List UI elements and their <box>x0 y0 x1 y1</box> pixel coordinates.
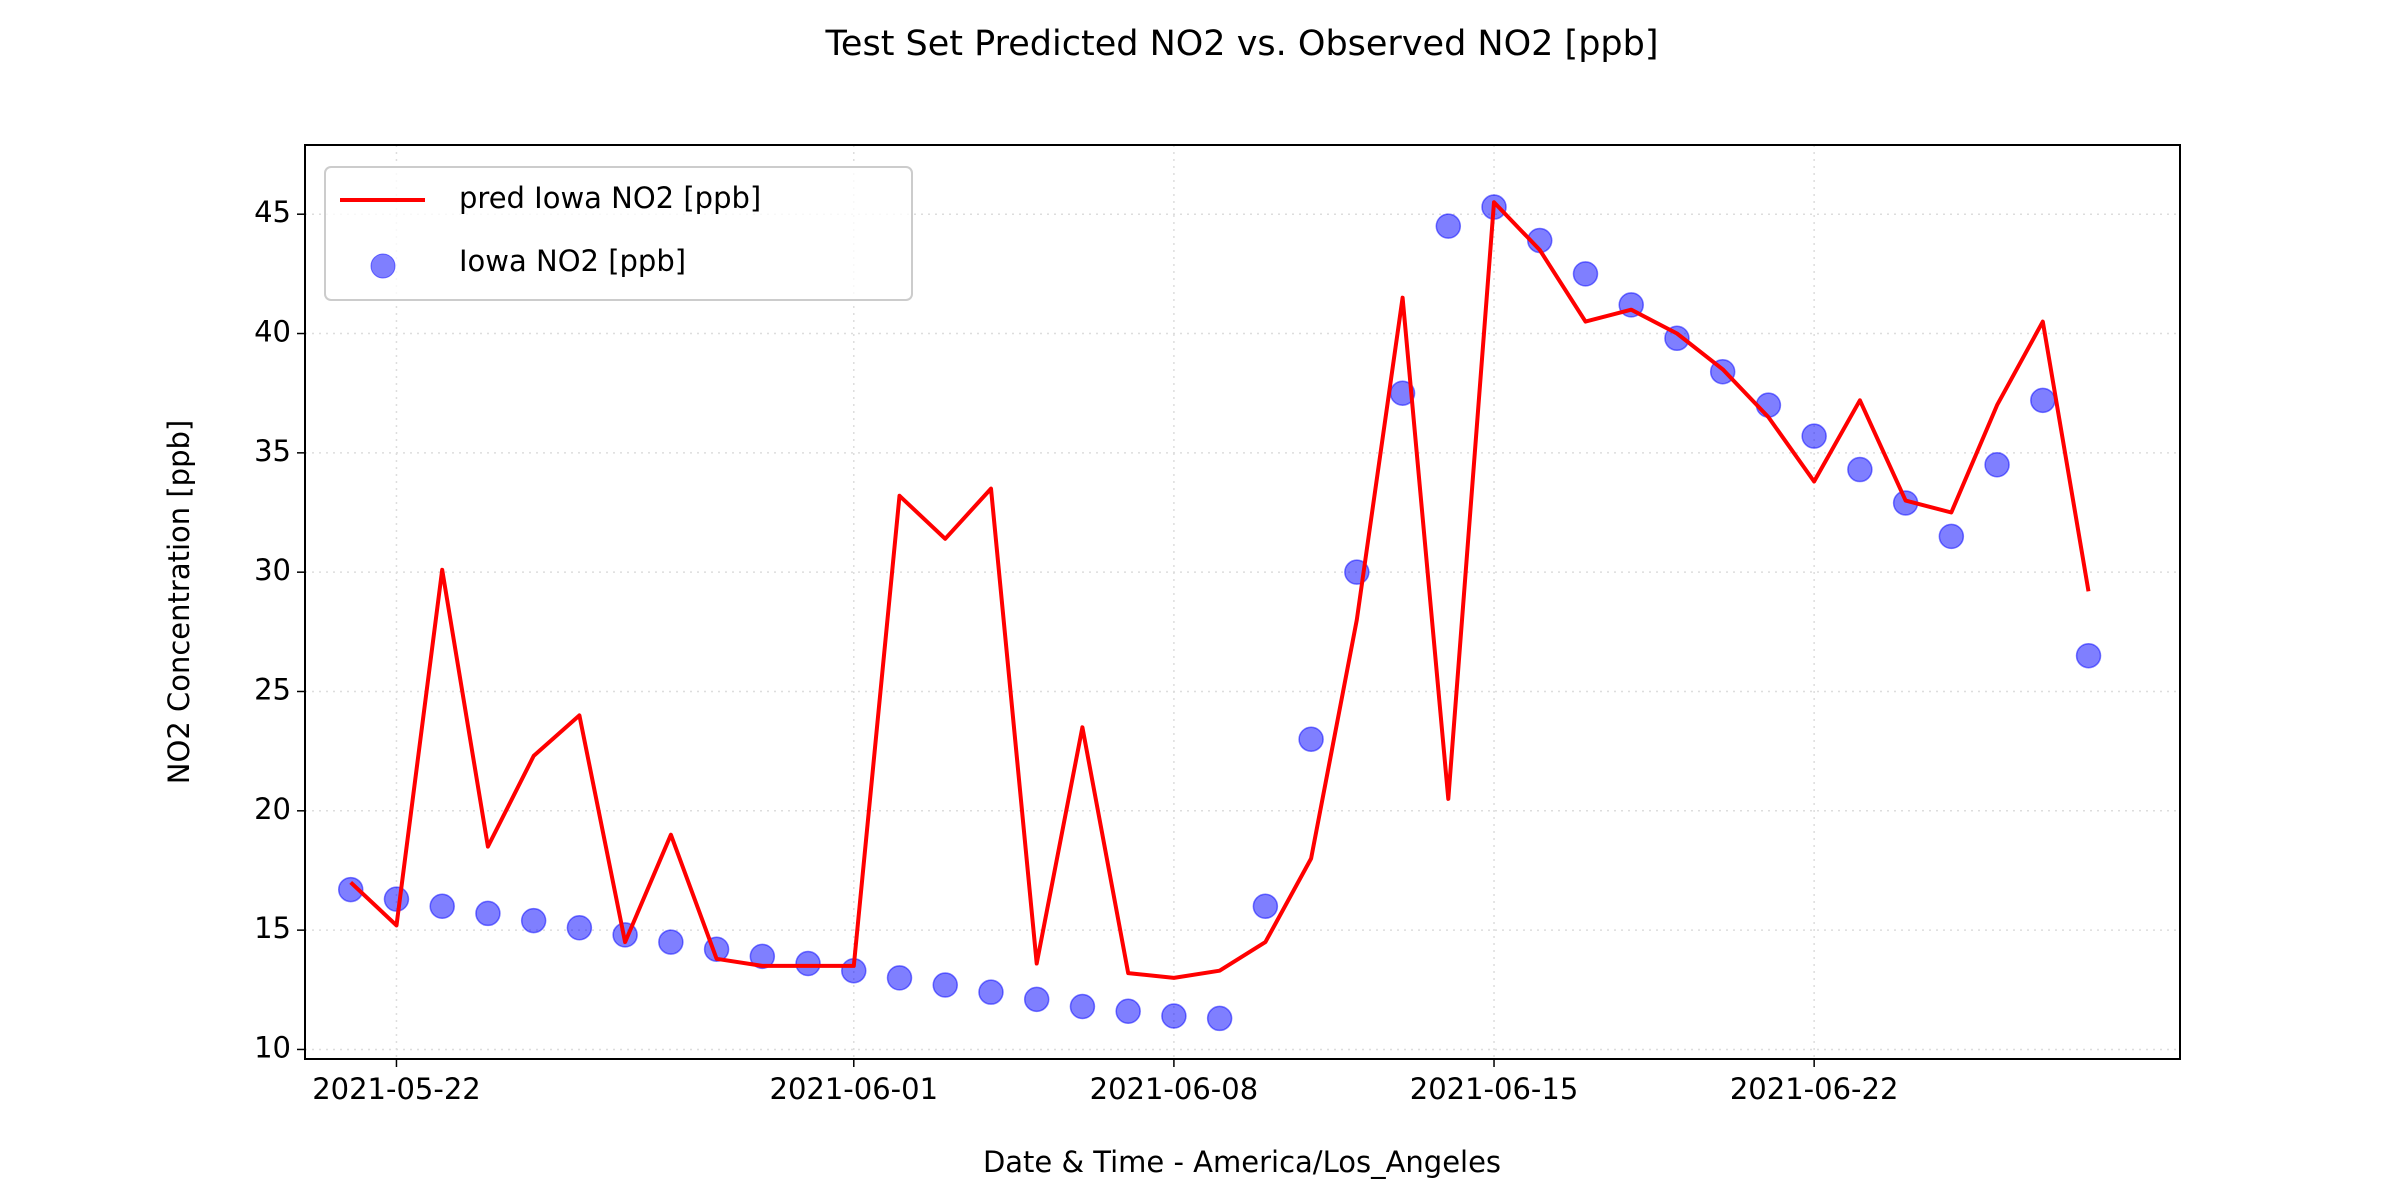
observed-point <box>2030 387 2056 414</box>
legend-label: Iowa NO2 [ppb] <box>459 244 686 278</box>
observed-point <box>932 972 958 998</box>
y-tick-label: 35 <box>254 434 291 468</box>
legend-box <box>324 166 913 301</box>
observed-point <box>1252 893 1279 920</box>
x-tick-label: 2021-06-01 <box>770 1072 939 1106</box>
observed-point <box>658 929 684 955</box>
observed-point <box>1023 986 1050 1013</box>
observed-point <box>337 876 364 903</box>
plot-frame <box>304 144 2181 1060</box>
x-tick-label: 2021-06-08 <box>1090 1072 1259 1106</box>
x-axis-label: Date & Time - America/Los_Angeles <box>983 1145 1501 1179</box>
observed-point <box>1298 726 1324 752</box>
observed-point <box>566 914 593 941</box>
observed-point <box>1206 1005 1233 1032</box>
observed-point <box>383 886 410 912</box>
observed-point <box>749 943 776 970</box>
observed-point <box>886 965 913 991</box>
x-tick-label: 2021-06-22 <box>1730 1072 1899 1106</box>
legend-swatch <box>370 253 396 279</box>
pred-line <box>349 200 2091 980</box>
observed-point <box>520 907 547 934</box>
observed-point <box>429 893 455 920</box>
observed-point <box>978 979 1004 1005</box>
y-axis-label: NO2 Concentration [ppb] <box>162 420 196 784</box>
observed-point <box>1115 998 1141 1025</box>
observed-point <box>1984 452 2010 478</box>
observed-point <box>475 900 501 927</box>
y-tick-label: 30 <box>254 553 291 587</box>
observed-point <box>1755 392 1782 418</box>
y-tick-label: 40 <box>254 315 291 349</box>
observed-point <box>2075 642 2102 669</box>
y-tick-label: 10 <box>254 1030 291 1064</box>
observed-point <box>1161 1003 1187 1029</box>
observed-point <box>1938 523 1965 550</box>
observed-point <box>1435 213 1462 239</box>
observed-point <box>1801 423 1827 449</box>
observed-point <box>1847 456 1873 483</box>
y-tick-label: 20 <box>254 792 291 826</box>
x-tick-label: 2021-06-15 <box>1410 1072 1579 1106</box>
legend-label: pred Iowa NO2 [ppb] <box>459 181 761 215</box>
x-tick-label: 2021-05-22 <box>312 1072 481 1106</box>
observed-point <box>1069 993 1096 1020</box>
y-tick-label: 15 <box>254 911 291 945</box>
chart-title: Test Set Predicted NO2 vs. Observed NO2 … <box>825 24 1659 64</box>
observed-point <box>1572 261 1599 287</box>
y-tick-label: 45 <box>254 195 291 229</box>
observed-point <box>795 950 821 977</box>
y-tick-label: 25 <box>254 672 291 706</box>
